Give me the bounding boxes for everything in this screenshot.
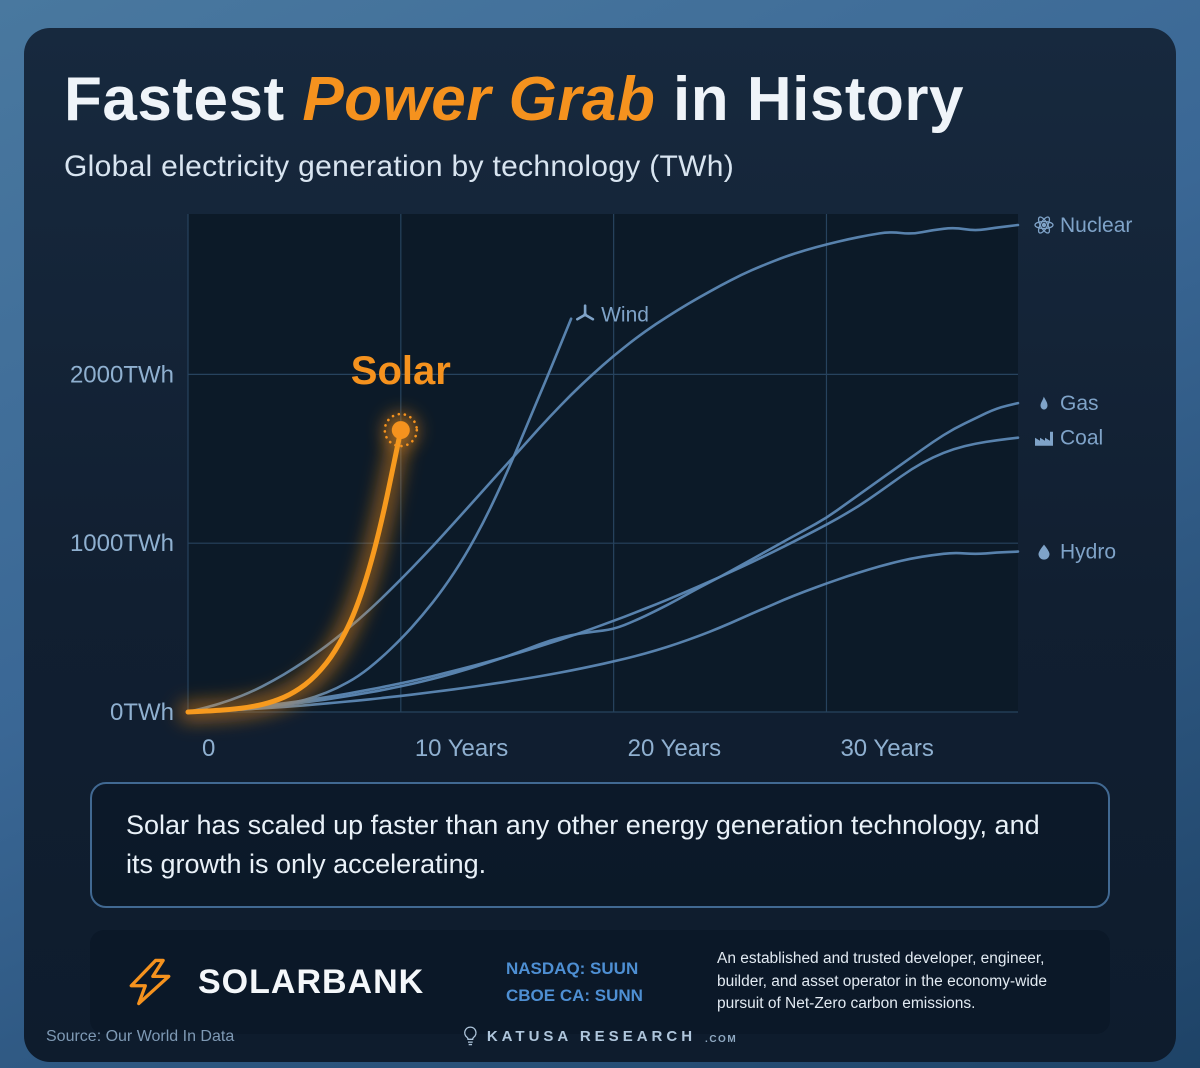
series-label-coal: Coal: [1035, 427, 1103, 450]
footer: Source: Our World In Data KATUSA RESEARC…: [44, 1026, 1156, 1050]
title-suffix: in History: [655, 65, 964, 134]
chart-svg: Solar Nuclear Gas Coal Hydro Wind 0TWh 1000TWh 2…: [70, 214, 1132, 762]
ticker-cboe: CBOE CA: SUNN: [506, 986, 643, 1006]
source-credit: Source: Our World In Data: [46, 1028, 235, 1045]
ticker-nasdaq: NASDAQ: SUUN: [506, 958, 639, 978]
x-tick-10: 10 Years: [415, 735, 508, 762]
series-line-gas: [186, 401, 1020, 714]
x-tick-20: 20 Years: [628, 735, 721, 762]
solar-marker-dot: [391, 421, 410, 440]
plot-area: [188, 214, 1018, 713]
solar-marker-ring: [383, 412, 419, 448]
atom-icon: [1034, 216, 1054, 234]
solarbank-banner: SOLARBANK NASDAQ: SUUN CBOE CA: SUNN An …: [90, 930, 1110, 1034]
x-tick-0: 0: [202, 735, 215, 762]
katusa-brand: KATUSA RESEARCH .COM: [463, 1026, 737, 1047]
title-prefix: Fastest: [64, 65, 303, 134]
infographic-panel: Fastest Power Grab in History Global ele…: [24, 28, 1176, 1062]
page-title: Fastest Power Grab in History: [64, 65, 1136, 134]
x-tick-30: 30 Years: [840, 735, 933, 762]
series-label-text: Coal: [1060, 427, 1103, 450]
series-line-hydro: [186, 550, 1020, 714]
banner-description: An established and trusted developer, en…: [717, 950, 1048, 1013]
droplet-icon: [1038, 544, 1050, 560]
series-label-text: Wind: [601, 304, 649, 327]
chart-subtitle: Global electricity generation by technol…: [64, 150, 734, 184]
series-line-solar: [185, 427, 404, 715]
y-tick-0: 0TWh: [110, 699, 174, 726]
series-label-text: Hydro: [1060, 541, 1116, 564]
solar-label: Solar: [351, 349, 451, 393]
callout-box: Solar has scaled up faster than any othe…: [90, 782, 1110, 909]
series-line-coal: [186, 436, 1020, 714]
wind-turbine-icon: [576, 304, 595, 321]
solarbank-wordmark: SOLARBANK: [198, 962, 425, 1001]
flame-icon: [1040, 396, 1048, 410]
series-label-nuclear: Nuclear: [1034, 214, 1132, 237]
katusa-brand-text: KATUSA RESEARCH: [486, 1028, 697, 1045]
solarbank-brand: SOLARBANK: [120, 958, 470, 1006]
ticker-list: NASDAQ: SUUN CBOE CA: SUNN: [506, 955, 681, 1009]
lightbulb-icon: [464, 1026, 477, 1046]
katusa-brand-suffix: .COM: [705, 1034, 738, 1045]
series-label-text: Nuclear: [1060, 214, 1132, 237]
callout-text: Solar has scaled up faster than any othe…: [126, 810, 1040, 880]
title-highlight: Power Grab: [302, 65, 656, 134]
series-label-hydro: Hydro: [1038, 541, 1116, 564]
series-label-wind: Wind: [576, 304, 649, 327]
chart: Solar Nuclear Gas Coal Hydro Wind 0TWh 1000TWh 2…: [64, 208, 1136, 768]
y-tick-2000: 2000TWh: [70, 362, 174, 389]
series-label-text: Gas: [1060, 392, 1099, 415]
solarbank-logo-icon: [129, 958, 171, 1006]
series-label-gas: Gas: [1040, 392, 1099, 415]
y-tick-1000: 1000TWh: [70, 530, 174, 557]
factory-icon: [1035, 431, 1053, 446]
